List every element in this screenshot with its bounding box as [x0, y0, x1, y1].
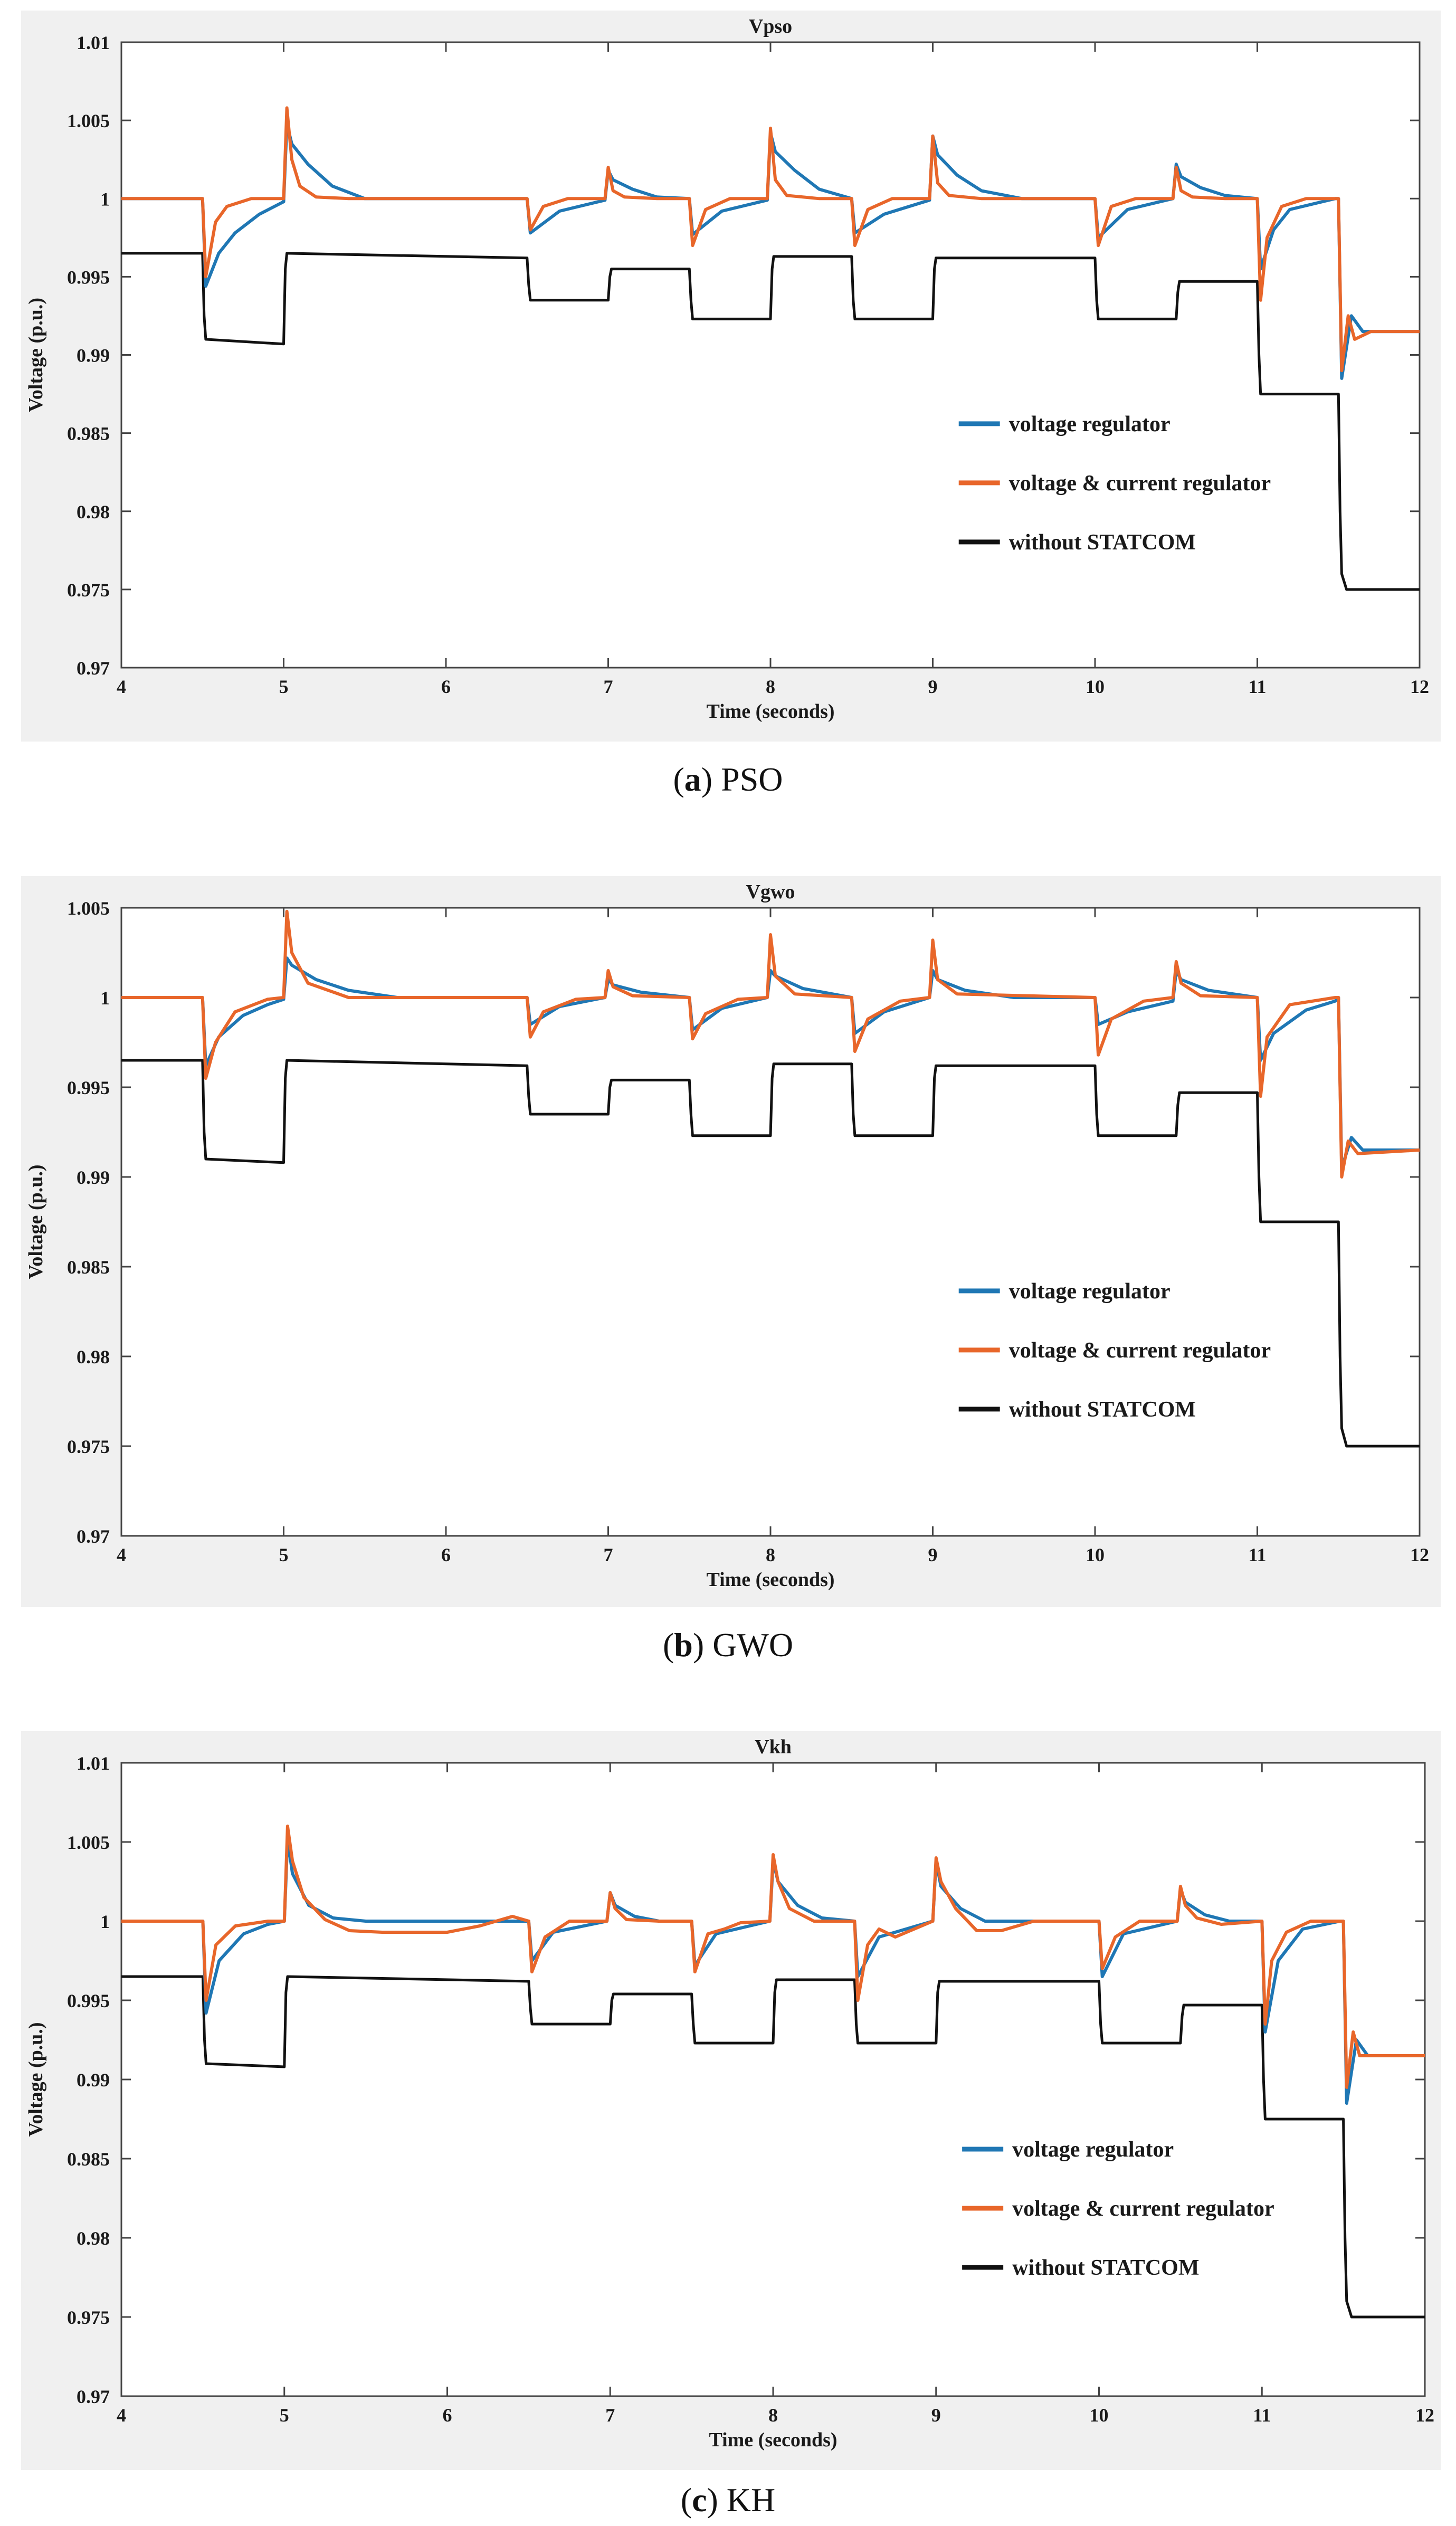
y-tick-label: 1.005	[67, 1832, 110, 1853]
legend-voltage-regulator-label: voltage regulator	[1009, 412, 1170, 436]
chart-svg-pso: Vpso 0.97 0.975 0.98 0.985 0.99 0.995 1 1.005 1.0…	[21, 11, 1441, 742]
y-tick-label: 0.975	[67, 1436, 110, 1457]
y-tick-label: 0.985	[67, 423, 110, 444]
x-tick-label: 8	[768, 2405, 778, 2426]
y-tick-label: 1	[100, 188, 110, 210]
series-line-voltage-current-regulator	[121, 106, 1420, 373]
y-axis-label: Voltage (p.u.)	[25, 2022, 47, 2136]
caption-letter: c	[692, 2481, 707, 2519]
x-tick-label: 9	[928, 676, 938, 697]
x-tick-label: 7	[604, 676, 613, 697]
y-tick-label: 0.98	[77, 2228, 110, 2249]
chart-panel-kh: Vkh 0.97 0.975 0.98 0.985 0.99 0.995 1 1.005 1.01…	[0, 1721, 1456, 2526]
x-tick-label: 4	[117, 2405, 126, 2426]
chart-svg-kh: Vkh 0.97 0.975 0.98 0.985 0.99 0.995 1 1.005 1.01…	[21, 1731, 1441, 2470]
x-tick-label: 5	[279, 1544, 289, 1565]
legend-without-statcom-label: without STATCOM	[1009, 530, 1196, 555]
y-tick-label: 0.985	[67, 2149, 110, 2170]
x-tick-label: 6	[441, 676, 451, 697]
x-axis-label: Time (seconds)	[706, 700, 834, 723]
y-tick-label: 1.01	[77, 1753, 110, 1774]
y-tick-label: 1	[100, 1911, 110, 1932]
x-tick-label: 7	[605, 2405, 615, 2426]
legend-without-statcom-label: without STATCOM	[1009, 1398, 1196, 1422]
chart-svg-gwo: Vgwo 0.97 0.975 0.98 0.985 0.99 0.995 1 1.005 4 5 6…	[21, 876, 1441, 1607]
y-tick-label: 0.99	[77, 1167, 110, 1188]
y-tick-label: 1.01	[77, 32, 110, 53]
x-tick-label: 4	[117, 1544, 126, 1565]
y-tick-label: 0.99	[77, 2069, 110, 2091]
x-tick-label: 4	[117, 676, 126, 697]
y-tick-label: 1	[100, 987, 110, 1009]
y-tick-label: 0.98	[77, 1346, 110, 1368]
x-tick-label: 8	[766, 676, 775, 697]
legend-voltage-current-regulator-label: voltage & current regulator	[1009, 1338, 1271, 1363]
y-tick-label: 1.005	[67, 898, 110, 919]
y-tick-label: 1.005	[67, 110, 110, 131]
caption-kh: (c) KH	[680, 2481, 776, 2519]
caption-text: GWO	[712, 1626, 794, 1664]
y-tick-label: 0.995	[67, 1990, 110, 2011]
x-tick-label: 8	[766, 1544, 775, 1565]
caption-pso: (a) PSO	[673, 761, 783, 798]
y-axis-label: Voltage (p.u.)	[25, 1164, 47, 1279]
x-tick-label: 12	[1410, 1544, 1429, 1565]
x-axis-label: Time (seconds)	[709, 2429, 837, 2451]
caption-letter: b	[674, 1626, 693, 1664]
x-tick-label: 7	[604, 1544, 613, 1565]
x-tick-label: 11	[1248, 1544, 1266, 1565]
caption-gwo: (b) GWO	[662, 1626, 794, 1664]
series-line-voltage-current-regulator	[121, 909, 1420, 1179]
legend-voltage-current-regulator-label: voltage & current regulator	[1012, 2197, 1274, 2221]
y-tick-label: 0.97	[77, 2386, 110, 2407]
y-axis-label: Voltage (p.u.)	[25, 298, 47, 412]
x-tick-label: 12	[1410, 676, 1429, 697]
chart-title: Vpso	[749, 15, 792, 37]
y-tick-label: 0.975	[67, 580, 110, 601]
caption-text: PSO	[721, 761, 783, 798]
chart-panel-gwo: Vgwo 0.97 0.975 0.98 0.985 0.99 0.995 1 1.005 4 5 6…	[0, 866, 1456, 1678]
x-tick-label: 6	[443, 2405, 452, 2426]
x-tick-label: 10	[1086, 1544, 1105, 1565]
series-line-without-statcom	[121, 1975, 1425, 2319]
plot-area	[120, 907, 1421, 1537]
y-tick-label: 0.995	[67, 1077, 110, 1098]
x-tick-label: 9	[931, 2405, 941, 2426]
x-tick-label: 6	[441, 1544, 451, 1565]
y-tick-label: 0.97	[77, 658, 110, 679]
y-tick-label: 0.99	[77, 345, 110, 366]
y-tick-label: 0.985	[67, 1257, 110, 1278]
legend-without-statcom-label: without STATCOM	[1012, 2256, 1199, 2280]
legend-voltage-regulator-label: voltage regulator	[1009, 1279, 1170, 1304]
x-tick-label: 11	[1253, 2405, 1271, 2426]
x-tick-label: 11	[1248, 676, 1266, 697]
chart-title: Vkh	[755, 1736, 792, 1758]
caption-letter: a	[684, 761, 701, 798]
series-line-without-statcom	[121, 1059, 1420, 1448]
y-tick-label: 0.995	[67, 267, 110, 288]
series-line-without-statcom	[121, 252, 1420, 591]
x-tick-label: 9	[928, 1544, 938, 1565]
y-tick-label: 0.975	[67, 2307, 110, 2328]
x-tick-label: 5	[280, 2405, 289, 2426]
chart-panel-pso: Vpso 0.97 0.975 0.98 0.985 0.99 0.995 1 1.005 1.0…	[0, 0, 1456, 798]
x-axis-label: Time (seconds)	[706, 1569, 834, 1591]
x-tick-label: 12	[1415, 2405, 1434, 2426]
x-tick-label: 5	[279, 676, 289, 697]
legend-voltage-current-regulator-label: voltage & current regulator	[1009, 471, 1271, 496]
x-tick-label: 10	[1086, 676, 1105, 697]
x-tick-label: 10	[1090, 2405, 1109, 2426]
chart-title: Vgwo	[746, 881, 795, 903]
y-tick-label: 0.98	[77, 501, 110, 523]
caption-text: KH	[726, 2481, 776, 2519]
series-line-voltage-current-regulator	[121, 1825, 1425, 2089]
legend-voltage-regulator-label: voltage regulator	[1012, 2138, 1174, 2162]
y-tick-label: 0.97	[77, 1526, 110, 1547]
